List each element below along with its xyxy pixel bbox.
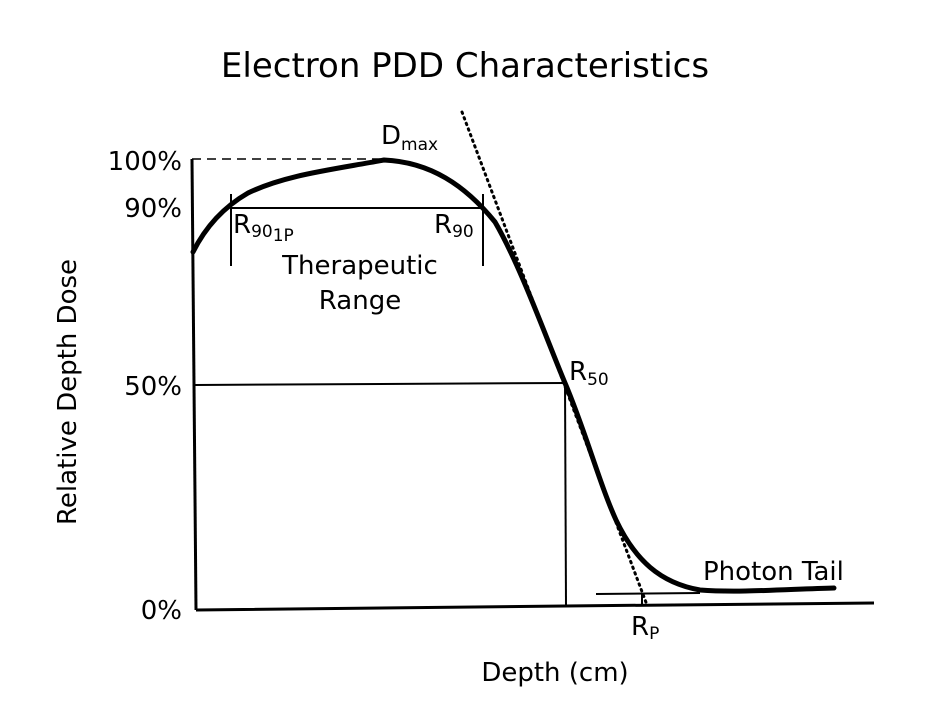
y-axis-line: [190, 158, 198, 611]
y-tick-100: 100%: [108, 147, 182, 177]
pdd-curve: [190, 157, 837, 594]
therapeutic-range-line2: Range: [319, 286, 401, 316]
r90-left-label: R901P: [233, 210, 294, 246]
r90-right-label-sub: 90: [452, 222, 474, 242]
y-tick-90: 90%: [124, 194, 182, 224]
r50-vertical-line: [564, 382, 567, 607]
y-axis-label: Relative Depth Dose: [53, 259, 83, 525]
rp-label-base: R: [631, 612, 649, 642]
dmax-label-base: D: [381, 121, 401, 151]
r90-left-label-sub: 90: [251, 222, 273, 242]
rp-label: RP: [631, 612, 659, 644]
diagram-title: Electron PDD Characteristics: [221, 46, 709, 86]
rp-label-sub: P: [649, 624, 659, 644]
r90-right-label-base: R: [434, 210, 452, 240]
therapeutic-range-line1: Therapeutic: [281, 251, 438, 281]
x-axis-label: Depth (cm): [481, 658, 628, 688]
x-axis-line: [195, 601, 875, 612]
dmax-label-sub: max: [401, 135, 438, 155]
photon-tail-baseline: [595, 592, 701, 595]
photon-tail-label: Photon Tail: [703, 557, 844, 587]
y-tick-0: 0%: [141, 596, 182, 626]
r90-left-label-subsub: 1P: [273, 226, 294, 246]
r50-label: R50: [569, 357, 609, 390]
y-tick-50: 50%: [124, 372, 182, 402]
dmax-label: Dmax: [381, 121, 438, 155]
r50-label-sub: 50: [587, 370, 609, 390]
r50-label-base: R: [569, 357, 587, 387]
r90-right-label: R90: [434, 210, 474, 242]
r50-horizontal-line: [194, 382, 566, 386]
r90-left-label-base: R: [233, 210, 251, 240]
